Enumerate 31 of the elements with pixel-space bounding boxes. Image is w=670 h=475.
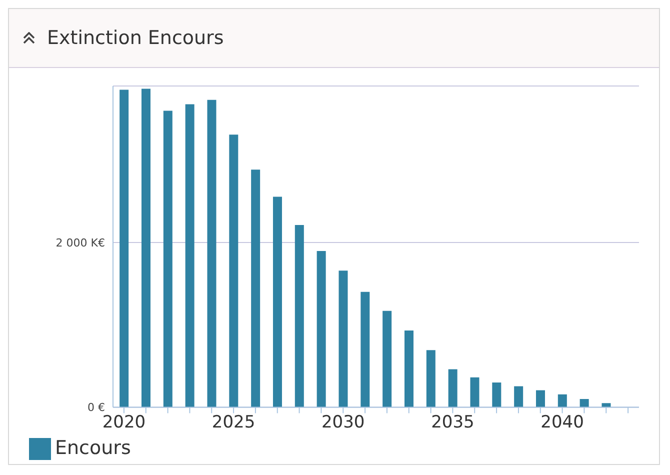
bar (382, 310, 392, 408)
x-tick-label: 2040 (540, 412, 584, 432)
bar (536, 390, 545, 408)
bar (492, 382, 502, 408)
bar (404, 330, 414, 408)
bar (316, 251, 326, 408)
bar (294, 224, 304, 408)
bar (360, 292, 370, 408)
bar (272, 196, 282, 408)
bar (514, 386, 524, 408)
x-tick-label: 2035 (431, 412, 474, 432)
x-tick-label: 2025 (212, 412, 256, 432)
bar (558, 394, 567, 408)
bar (163, 110, 172, 408)
bar (580, 399, 589, 408)
x-tick-label: 2020 (102, 412, 146, 432)
legend-label: Encours (55, 437, 131, 460)
y-tick-label: 0 € (88, 401, 105, 414)
bar (207, 100, 216, 408)
bar (120, 90, 129, 408)
bar (448, 369, 458, 408)
y-tick-label: 2 000 K€ (56, 236, 105, 250)
bar (141, 88, 150, 408)
bar (470, 377, 480, 408)
bar (426, 350, 436, 408)
bar (338, 270, 348, 408)
bar (185, 104, 194, 408)
x-tick-label: 2030 (321, 412, 365, 432)
chart-title: Extinction Encours (47, 27, 224, 49)
bar (229, 134, 238, 408)
bar (251, 170, 260, 408)
